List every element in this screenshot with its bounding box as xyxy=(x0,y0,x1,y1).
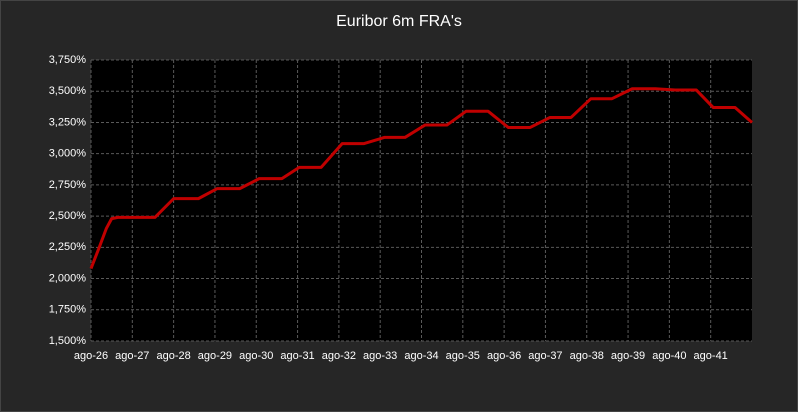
x-tick-label: ago-41 xyxy=(694,350,728,362)
y-tick-label: 2,750% xyxy=(49,179,87,191)
chart-title: Euribor 6m FRA's xyxy=(336,13,462,30)
y-tick-label: 3,250% xyxy=(49,116,87,128)
data-line xyxy=(89,87,753,270)
y-tick-label: 2,500% xyxy=(49,210,87,222)
y-tick-label: 3,750% xyxy=(49,54,87,66)
x-tick-label: ago-39 xyxy=(611,350,645,362)
y-tick-label: 3,500% xyxy=(49,85,87,97)
y-tick-label: 1,750% xyxy=(49,304,87,316)
y-tick-label: 3,000% xyxy=(49,148,87,160)
x-tick-label: ago-38 xyxy=(570,350,604,362)
x-tick-label: ago-31 xyxy=(280,350,314,362)
x-tick-label: ago-37 xyxy=(528,350,562,362)
x-tick-label: ago-29 xyxy=(198,350,232,362)
x-tick-label: ago-27 xyxy=(115,350,149,362)
y-tick-label: 2,250% xyxy=(49,241,87,253)
x-tick-label: ago-32 xyxy=(322,350,356,362)
x-tick-label: ago-36 xyxy=(487,350,521,362)
y-tick-label: 2,000% xyxy=(49,272,87,284)
x-tick-label: ago-33 xyxy=(363,350,397,362)
y-tick-label: 1,500% xyxy=(49,335,87,347)
x-tick-label: ago-26 xyxy=(74,350,108,362)
x-tick-label: ago-35 xyxy=(446,350,480,362)
x-tick-label: ago-30 xyxy=(239,350,273,362)
x-tick-label: ago-40 xyxy=(652,350,686,362)
x-tick-label: ago-28 xyxy=(156,350,190,362)
x-tick-label: ago-34 xyxy=(404,350,438,362)
